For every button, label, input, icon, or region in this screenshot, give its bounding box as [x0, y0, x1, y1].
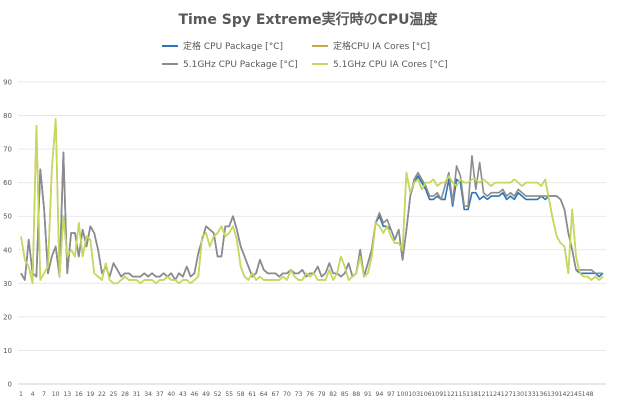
x-tick-label: 25: [110, 391, 118, 398]
x-tick-label: 43: [179, 391, 187, 398]
y-tick-label: 40: [3, 246, 12, 254]
x-tick-label: 100: [397, 391, 409, 398]
x-tick-label: 10: [52, 391, 60, 398]
x-tick-label: 103: [408, 391, 420, 398]
x-tick-label: 76: [306, 391, 314, 398]
x-tick-label: 109: [431, 391, 443, 398]
x-tick-label: 16: [75, 391, 83, 398]
x-tick-label: 70: [283, 391, 291, 398]
x-tick-label: 115: [454, 391, 466, 398]
x-tick-label: 19: [86, 391, 94, 398]
x-tick-label: 52: [214, 391, 222, 398]
x-tick-label: 34: [144, 391, 152, 398]
x-tick-label: 121: [478, 391, 490, 398]
series-line-1: [20, 118, 604, 285]
x-tick-label: 124: [489, 391, 501, 398]
x-tick-label: 58: [237, 391, 245, 398]
x-tick-label: 7: [42, 391, 46, 398]
x-tick-label: 67: [271, 391, 279, 398]
y-tick-label: 20: [3, 313, 12, 321]
x-tick-label: 112: [443, 391, 455, 398]
y-tick-label: 90: [3, 79, 12, 87]
x-tick-label: 46: [191, 391, 199, 398]
legend-label: 5.1GHz CPU Package [°C]: [183, 60, 298, 70]
x-axis-ticks: 1 4 7 10 13 16 19 22 25 28 31 34 37 40 43 46 49 52 55 58 61 6…: [19, 391, 594, 398]
y-tick-label: 0: [8, 381, 12, 389]
y-tick-label: 30: [3, 280, 12, 288]
x-tick-label: 139: [547, 391, 559, 398]
x-tick-label: 118: [466, 391, 478, 398]
x-tick-label: 106: [420, 391, 432, 398]
x-tick-label: 130: [512, 391, 524, 398]
x-tick-label: 28: [121, 391, 129, 398]
y-tick-label: 80: [3, 112, 12, 120]
x-tick-label: 61: [248, 391, 256, 398]
x-tick-label: 40: [167, 391, 175, 398]
x-tick-label: 55: [225, 391, 233, 398]
x-tick-label: 91: [364, 391, 372, 398]
x-tick-label: 94: [376, 391, 384, 398]
y-tick-label: 50: [3, 213, 12, 221]
x-tick-label: 145: [570, 391, 582, 398]
x-tick-label: 97: [387, 391, 395, 398]
x-tick-label: 1: [19, 391, 23, 398]
x-tick-label: 148: [582, 391, 594, 398]
x-tick-label: 49: [202, 391, 210, 398]
chart-legend: 定格 CPU Package [°C] 定格CPU IA Cores [°C] 5.…: [162, 40, 448, 70]
x-tick-label: 79: [318, 391, 326, 398]
gridlines: [18, 81, 606, 385]
series-line-3: [20, 118, 604, 285]
x-tick-label: 37: [156, 391, 164, 398]
x-tick-label: 73: [295, 391, 303, 398]
series-lines: [20, 118, 604, 285]
x-tick-label: 13: [63, 391, 71, 398]
x-tick-label: 64: [260, 391, 268, 398]
x-tick-label: 133: [524, 391, 536, 398]
y-tick-label: 70: [3, 146, 12, 154]
series-line-2: [20, 151, 603, 281]
x-tick-label: 142: [559, 391, 571, 398]
chart-title: Time Spy Extreme実行時のCPU温度: [178, 11, 438, 28]
y-axis-ticks: 0 10 20 30 40 50 60 70 80 90: [3, 79, 12, 389]
x-tick-label: 88: [352, 391, 360, 398]
x-tick-label: 4: [31, 391, 35, 398]
legend-label: 定格CPU IA Cores [°C]: [333, 40, 430, 52]
x-tick-label: 136: [535, 391, 547, 398]
x-tick-label: 127: [501, 391, 513, 398]
x-tick-label: 82: [329, 391, 337, 398]
legend-label: 定格 CPU Package [°C]: [183, 40, 283, 52]
x-tick-label: 31: [133, 391, 141, 398]
x-tick-label: 85: [341, 391, 349, 398]
legend-label: 5.1GHz CPU IA Cores [°C]: [333, 60, 448, 70]
y-tick-label: 10: [3, 347, 12, 355]
x-tick-label: 22: [98, 391, 106, 398]
y-tick-label: 60: [3, 179, 12, 187]
